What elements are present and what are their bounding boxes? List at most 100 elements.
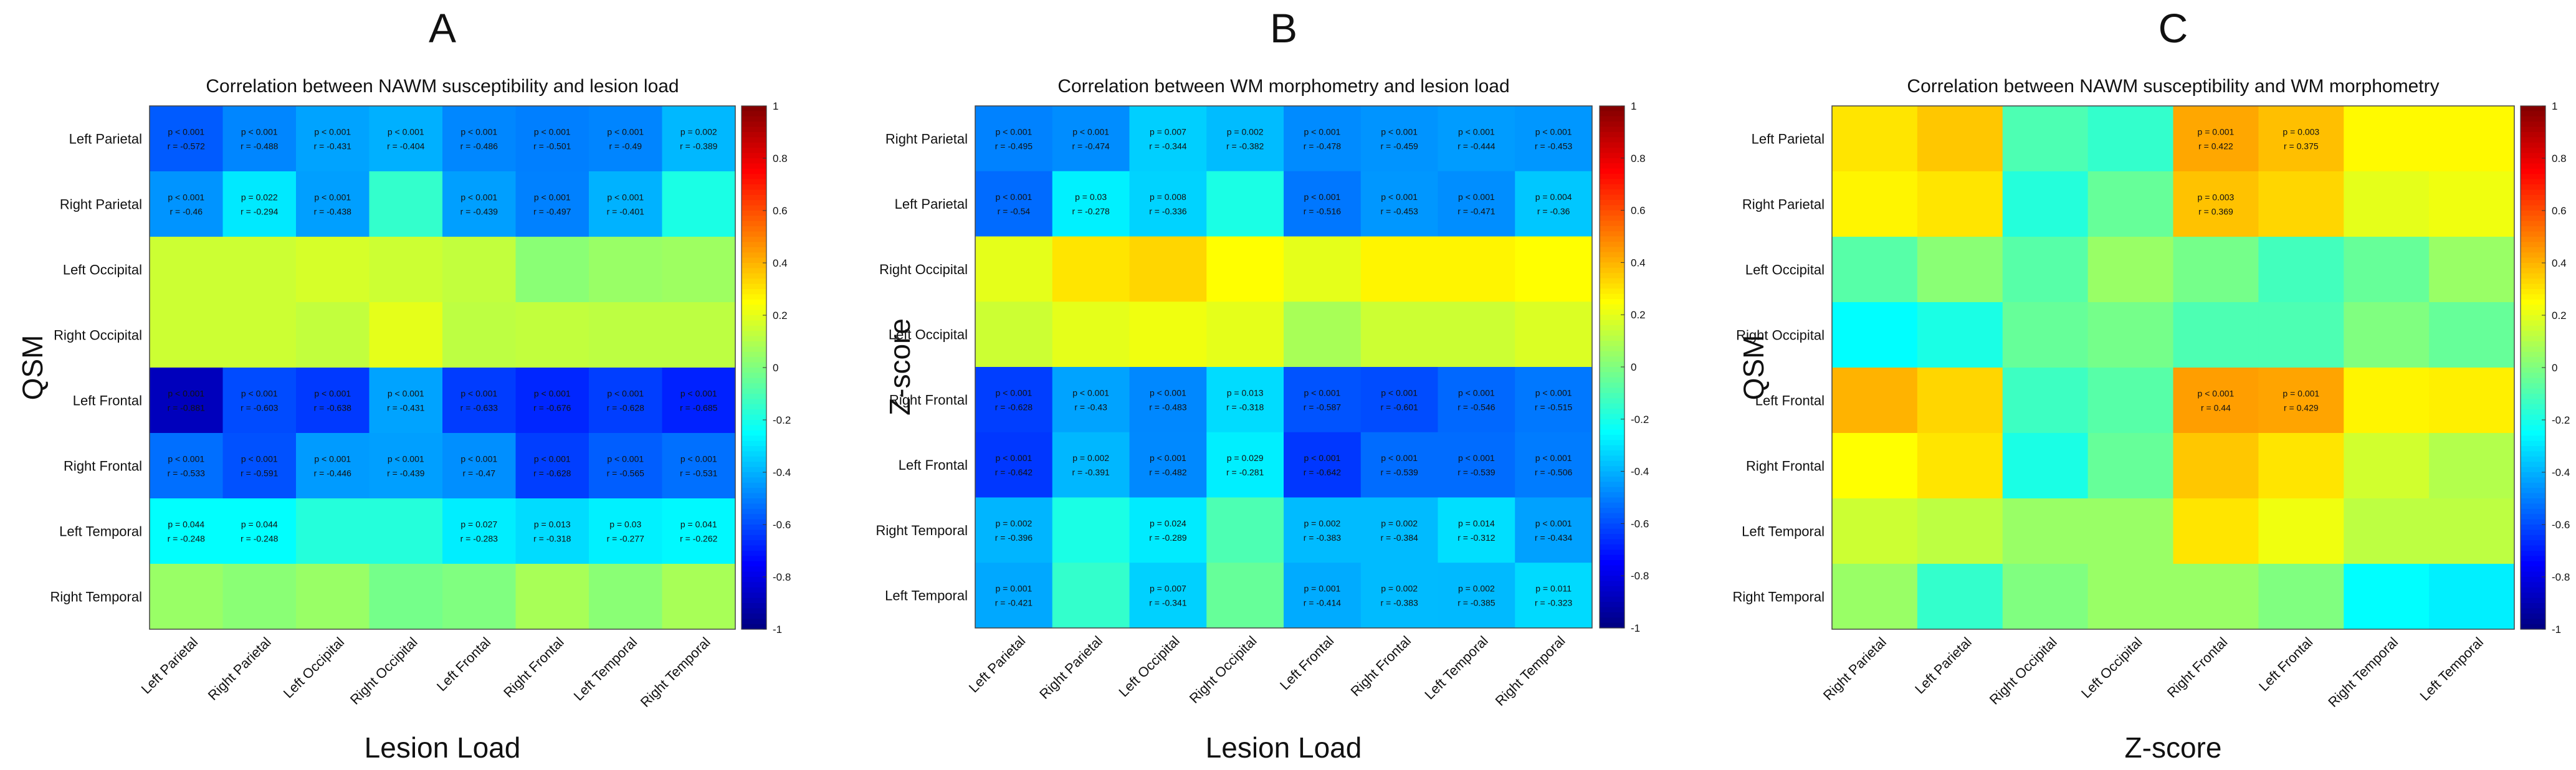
x-tick-label: Left Parietal — [138, 634, 201, 697]
x-tick-label: Right Frontal — [2164, 634, 2231, 701]
colorbar-tick-label: -0.2 — [2552, 414, 2570, 426]
colorbar-segment — [1600, 455, 1624, 462]
colorbar-tick-label: -0.4 — [2552, 467, 2570, 478]
colorbar-segment — [1600, 434, 1624, 440]
cell-r-value: r = -0.628 — [995, 402, 1033, 412]
cell-r-value: r = -0.383 — [1380, 598, 1418, 608]
colorbar-segment — [742, 294, 766, 300]
heatmap-cell — [589, 368, 662, 434]
colorbar-segment — [742, 383, 766, 389]
cell-p-value: p < 0.001 — [1304, 387, 1340, 397]
colorbar-segment — [2521, 283, 2545, 290]
y-axis-label: QSM — [16, 335, 49, 401]
panel-b: B Correlation between WM morphometry and … — [875, 5, 1649, 764]
heatmap-cell — [1515, 302, 1593, 368]
cell-r-value: r = -0.294 — [241, 207, 279, 217]
cell-r-value: r = -0.336 — [1149, 206, 1187, 216]
heatmap-cell — [975, 236, 1053, 302]
colorbar-segment — [1600, 622, 1624, 629]
colorbar-segment — [2521, 132, 2545, 138]
colorbar-segment — [742, 467, 766, 473]
heatmap-cell — [2258, 433, 2344, 499]
heatmap-cell — [150, 433, 223, 499]
colorbar-segment — [1600, 168, 1624, 174]
x-tick-label: Right Parietal — [1820, 634, 1889, 703]
heatmap-cell — [2002, 302, 2089, 368]
heatmap-cell — [1438, 432, 1515, 498]
y-tick-label: Left Frontal — [73, 393, 142, 409]
colorbar-segment — [1600, 497, 1624, 503]
colorbar-segment — [1600, 210, 1624, 216]
colorbar-segment — [1600, 184, 1624, 190]
colorbar-segment — [2521, 561, 2545, 567]
heatmap-cell — [2258, 302, 2344, 368]
cell-r-value: r = -0.531 — [680, 468, 718, 478]
heatmap-cell — [975, 432, 1053, 498]
y-tick-label: Right Temporal — [1732, 589, 1825, 605]
colorbar-segment — [1600, 153, 1624, 159]
cell-r-value: r = -0.453 — [1380, 206, 1418, 216]
cell-p-value: p = 0.001 — [2283, 389, 2319, 399]
heatmap-cell — [2002, 237, 2089, 303]
cell-p-value: p < 0.001 — [607, 454, 644, 464]
heatmap-cell — [1206, 563, 1284, 629]
cell-p-value: p < 0.001 — [1072, 387, 1109, 397]
cell-r-value: r = -0.459 — [1380, 141, 1418, 151]
cell-p-value: p = 0.044 — [241, 520, 278, 530]
cell-p-value: p < 0.001 — [995, 453, 1032, 463]
cell-r-value: r = -0.488 — [241, 141, 279, 151]
colorbar-segment — [742, 435, 766, 442]
y-tick-label: Left Temporal — [59, 524, 142, 539]
heatmap-cell — [150, 106, 223, 172]
colorbar-segment — [2521, 477, 2545, 483]
colorbar-segment — [2521, 498, 2545, 504]
cell-r-value: r = -0.382 — [1226, 141, 1264, 151]
colorbar-segment — [1600, 346, 1624, 352]
colorbar-segment — [2521, 456, 2545, 462]
colorbar-segment — [742, 174, 766, 180]
colorbar-segment — [2521, 278, 2545, 285]
colorbar-segment — [1600, 189, 1624, 196]
heatmap-cell — [296, 564, 370, 630]
colorbar-segment — [2521, 472, 2545, 478]
heatmap-cell — [2429, 368, 2515, 434]
cell-p-value: p < 0.001 — [388, 454, 424, 464]
heatmap-cell — [515, 237, 589, 303]
heatmap-cell — [1515, 171, 1593, 237]
cell-r-value: r = -0.49 — [609, 141, 642, 151]
colorbar-segment — [1600, 560, 1624, 566]
colorbar-segment — [1600, 602, 1624, 608]
colorbar-segment — [2521, 231, 2545, 237]
colorbar-segment — [1600, 612, 1624, 618]
cell-r-value: r = -0.881 — [168, 403, 206, 413]
x-axis-label: Lesion Load — [1206, 731, 1362, 764]
colorbar-segment — [1600, 476, 1624, 482]
colorbar-segment — [1600, 554, 1624, 561]
cell-p-value: p = 0.004 — [1535, 192, 1572, 202]
heatmap-cell — [2258, 171, 2344, 237]
cell-p-value: p < 0.001 — [534, 192, 571, 202]
heatmap-cell — [1917, 564, 2003, 630]
heatmap-cell — [1284, 236, 1362, 302]
colorbar-segment — [742, 525, 766, 530]
cell-r-value: r = -0.685 — [680, 403, 718, 413]
colorbar-segment — [2521, 357, 2545, 363]
colorbar-segment — [742, 624, 766, 630]
heatmap-cell — [2173, 433, 2259, 499]
colorbar-segment — [742, 242, 766, 248]
cell-p-value: p < 0.001 — [995, 387, 1032, 397]
colorbar-segment — [1600, 278, 1624, 284]
colorbar-segment — [1600, 383, 1624, 389]
colorbar-tick-label: 0.4 — [773, 257, 788, 269]
heatmap-cell — [2087, 368, 2173, 434]
colorbar-segment — [1600, 544, 1624, 550]
colorbar-tick-label: -1 — [1631, 622, 1640, 634]
colorbar-segment — [2521, 305, 2545, 311]
heatmap-cell — [1206, 302, 1284, 368]
colorbar-segment — [742, 514, 766, 520]
heatmap-cell — [662, 368, 736, 434]
cell-p-value: p = 0.013 — [1227, 387, 1264, 397]
colorbar-segment — [2521, 608, 2545, 614]
cell-p-value: p = 0.044 — [168, 520, 204, 530]
heatmap-cell — [1129, 563, 1207, 629]
